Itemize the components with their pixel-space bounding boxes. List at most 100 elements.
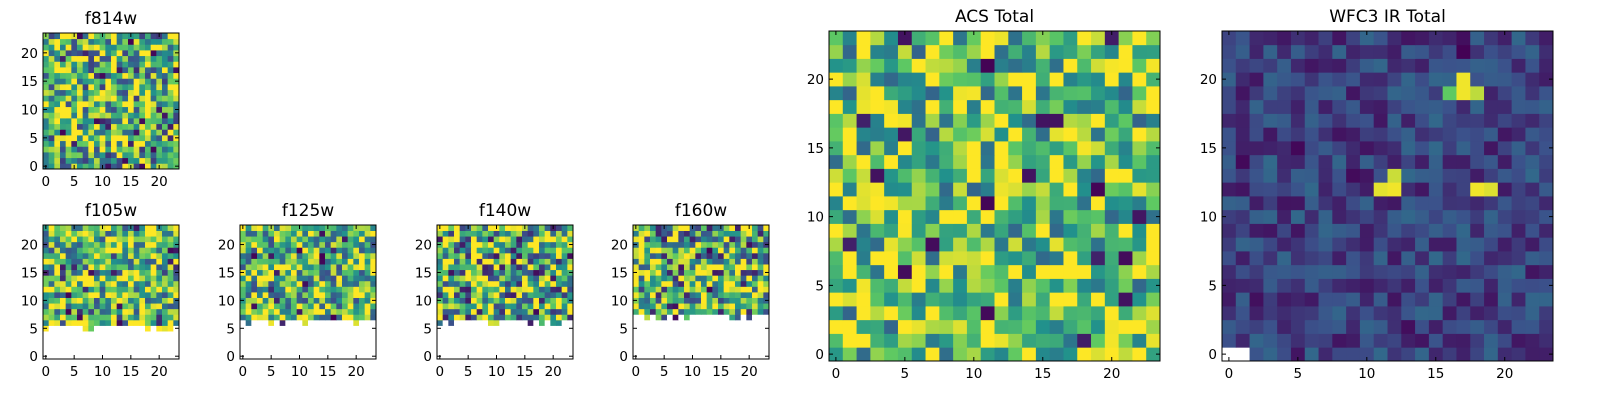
heatmap-cell [695,297,702,304]
heatmap-cell [550,308,557,315]
heatmap-cell [1346,44,1361,59]
heatmap-cell [245,353,252,360]
heatmap-cell [1091,58,1106,73]
heatmap-cell [54,342,61,349]
y-tick-label: 5 [423,321,432,337]
heatmap-cell [678,230,685,237]
x-tick-label: 15 [516,364,533,380]
heatmap-cell [88,95,95,102]
heatmap-cell [567,303,574,310]
heatmap-cell [359,319,366,326]
heatmap-cell [116,325,123,332]
heatmap-cell [556,252,563,259]
heatmap-cell [638,297,645,304]
heatmap-cell [1304,168,1319,183]
heatmap-cell [1222,333,1237,348]
heatmap-cell [897,196,913,211]
heatmap-cell [77,95,84,102]
heatmap-cell [1022,209,1037,224]
heatmap-cell [285,241,292,248]
heatmap-cell [870,278,885,293]
heatmap-cell [718,230,725,237]
heatmap-cell [54,78,61,85]
heatmap-cell [99,258,106,265]
heatmap-cell [88,135,95,142]
heatmap-cell [1428,223,1444,238]
heatmap-cell [667,247,674,254]
heatmap-cell [1077,182,1092,197]
heatmap-cell [150,269,157,276]
y-tick-label: 5 [226,321,235,337]
heatmap-cell [313,353,320,360]
heatmap-cell [122,292,129,298]
heatmap-cell [319,258,326,265]
heatmap-cell [650,308,657,315]
heatmap-cell [1456,44,1471,59]
heatmap-cell [105,342,112,349]
heatmap-cell [1511,196,1526,211]
heatmap-cell [476,342,483,349]
heatmap-cell [65,95,72,102]
heatmap-cell [54,101,61,108]
heatmap-cell [897,292,913,307]
heatmap-cell [752,325,759,332]
heatmap-cell [533,342,540,349]
heatmap-cell [939,141,954,156]
heatmap-cell [870,264,885,279]
heatmap-cell [763,331,770,338]
heatmap-cell [167,50,174,57]
heatmap-cell [442,286,449,293]
heatmap-cell [139,72,146,79]
heatmap-cell [268,303,275,310]
heatmap-cell [448,292,455,298]
heatmap-cell [94,325,101,332]
heatmap-cell [1304,264,1319,279]
heatmap-cell [505,252,512,259]
heatmap-cell [43,157,50,164]
heatmap-cell [661,275,668,282]
heatmap-cell [105,106,112,113]
heatmap-cell [1077,72,1092,87]
heatmap-cell [133,314,140,321]
heatmap-cell [156,50,163,57]
heatmap-cell [1456,141,1471,156]
heatmap-cell [54,247,61,254]
heatmap-cell [1222,196,1237,211]
heatmap-cell [650,347,657,354]
heatmap-cell [454,247,461,254]
heatmap-cell [723,325,730,332]
heatmap-cell [746,308,753,315]
heatmap-cell [162,78,169,85]
heatmap-cell [678,236,685,243]
heatmap-cell [567,264,574,271]
heatmap-cell [359,236,366,243]
heatmap-cell [1118,347,1133,362]
heatmap-cell [752,264,759,271]
heatmap-cell [1401,223,1416,238]
heatmap-cell [1539,113,1554,128]
heatmap-cell [1497,127,1513,142]
heatmap-cell [1539,182,1554,197]
heatmap-cell [133,264,140,271]
heatmap-cell [740,308,747,315]
heatmap-cell [510,236,517,243]
heatmap-cell [105,280,112,287]
heatmap-cell [1304,72,1319,87]
heatmap-cell [60,269,67,276]
heatmap-cell [65,347,72,354]
heatmap-cell [701,252,708,259]
heatmap-cell [448,241,455,248]
heatmap-cell [1277,127,1292,142]
heatmap-cell [723,314,730,321]
heatmap-cell [88,33,95,40]
heatmap-cell [695,308,702,315]
heatmap-cell [667,347,674,354]
heatmap-cell [77,258,84,265]
heatmap-cell [752,331,759,338]
heatmap-cell [667,353,674,360]
heatmap-cell [156,342,163,349]
heatmap-cell [60,325,67,332]
heatmap-cell [65,269,72,276]
heatmap-cell [128,67,135,74]
